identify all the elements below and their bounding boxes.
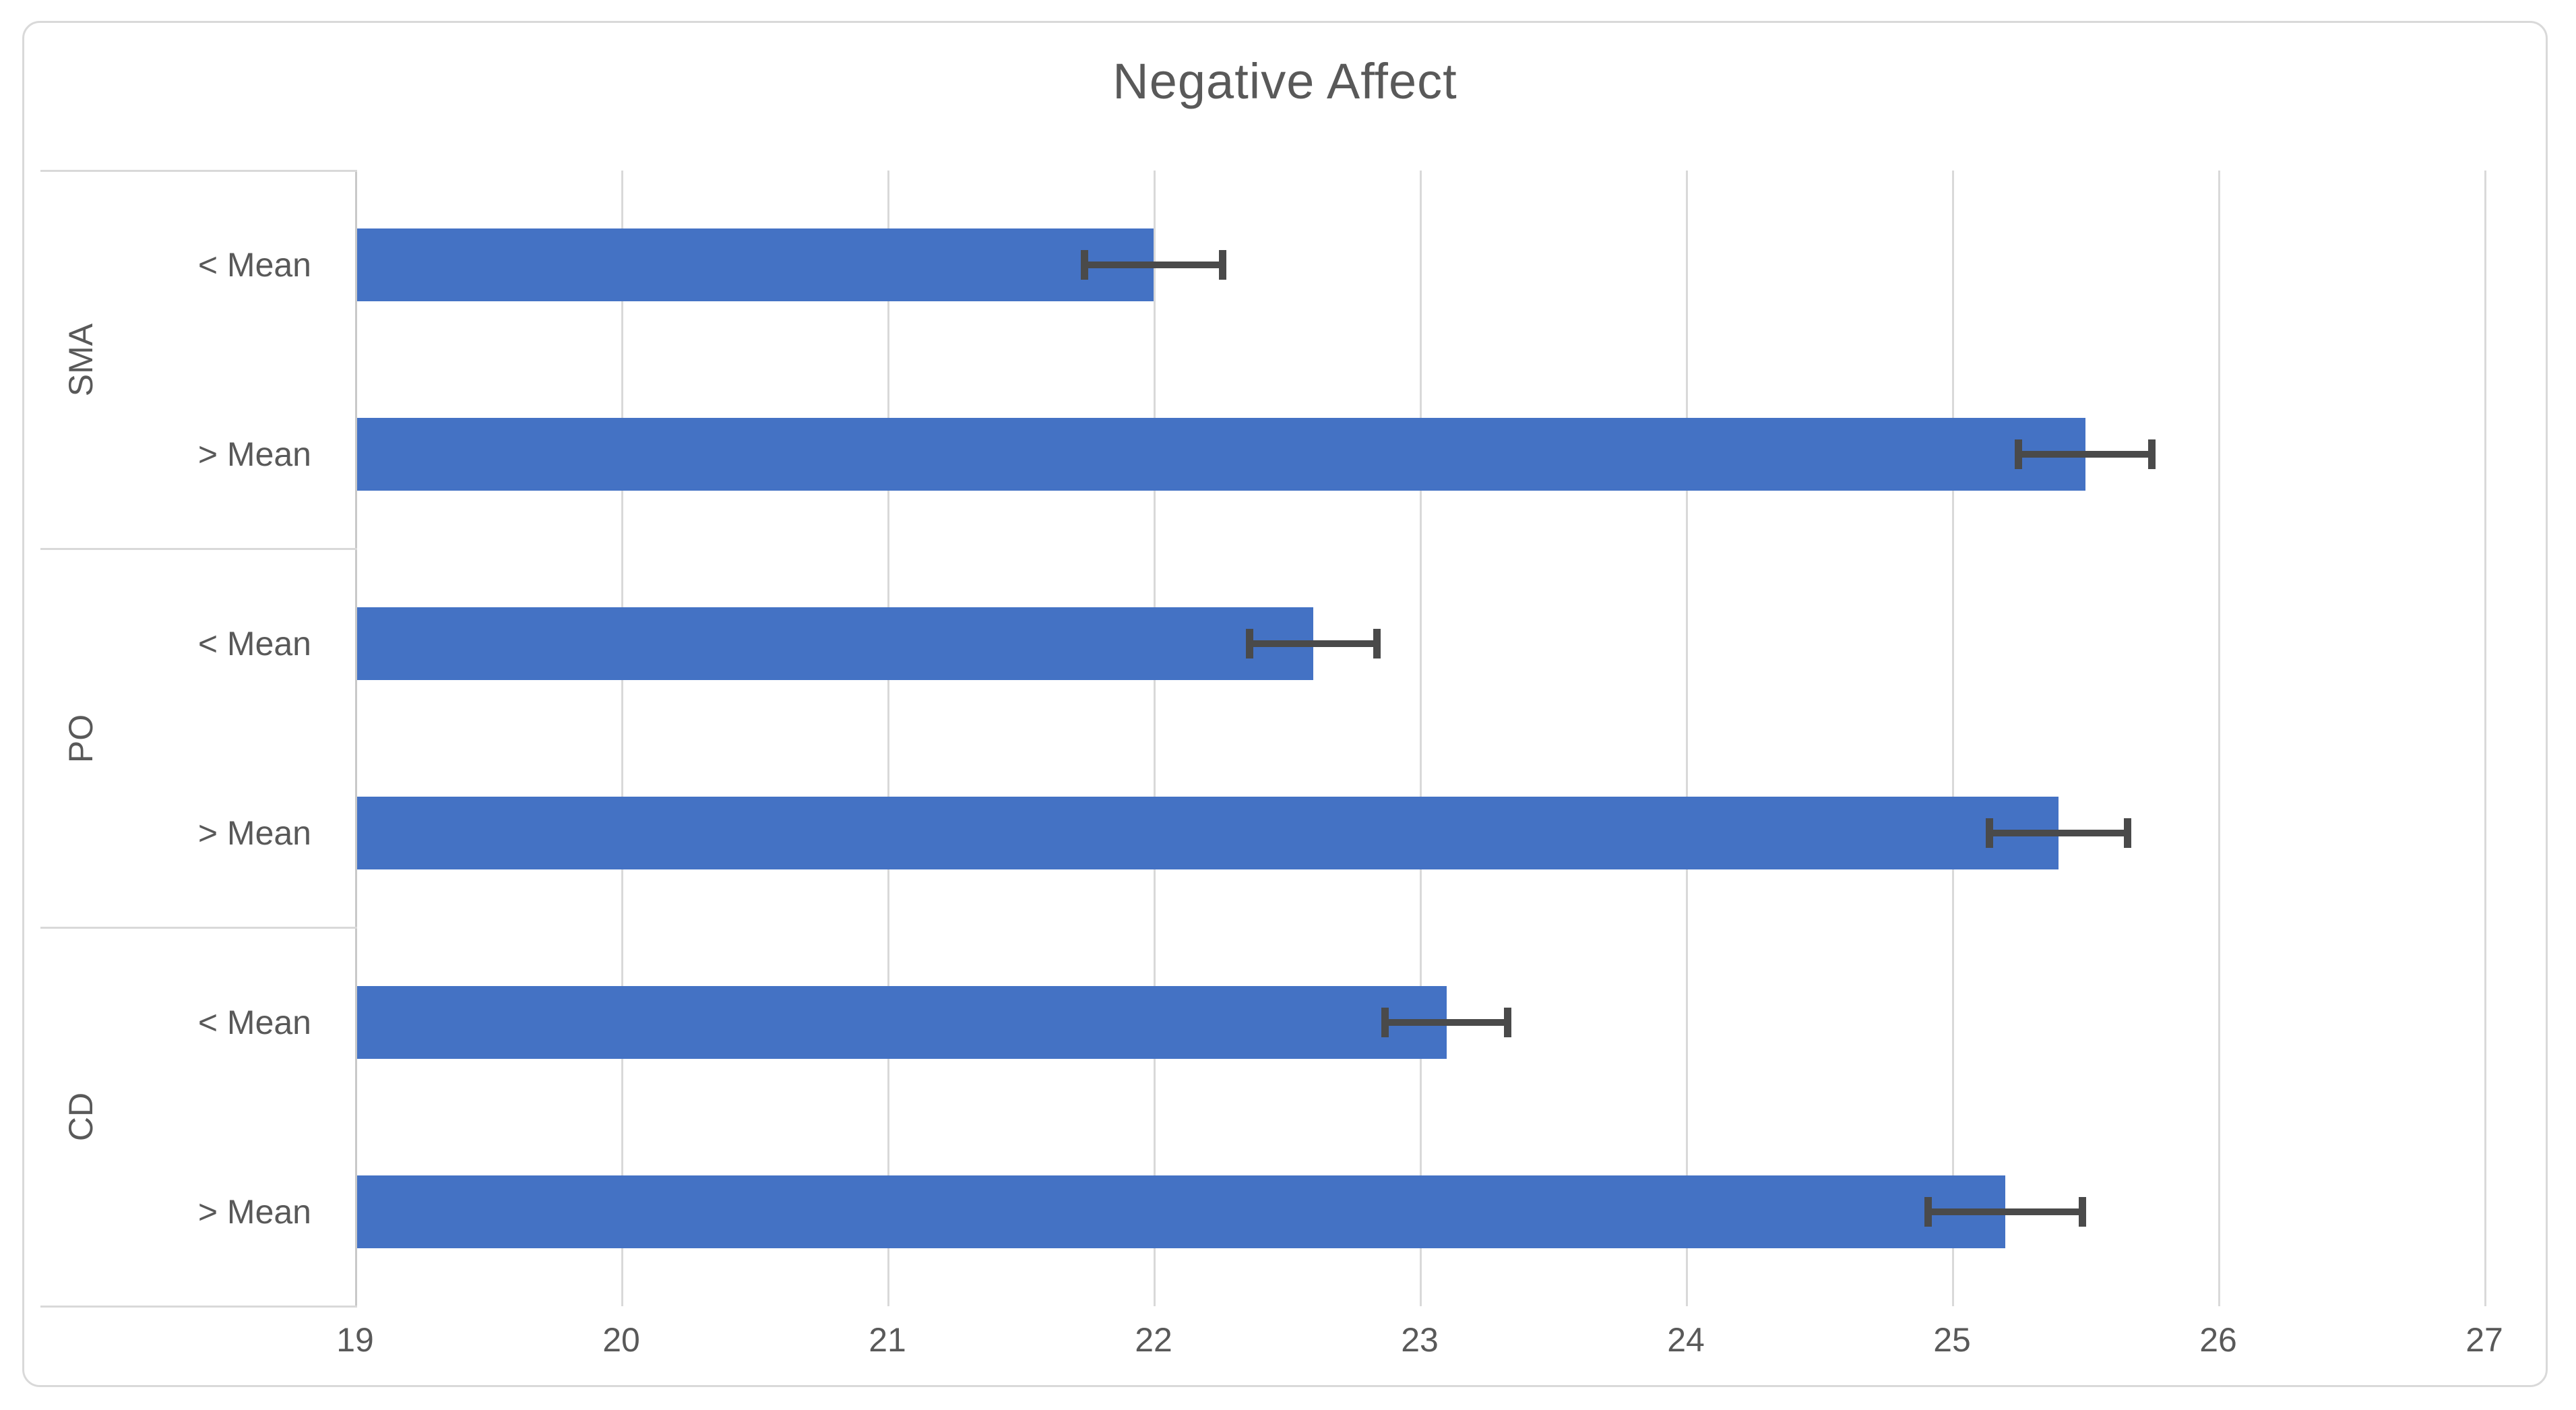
error-bar-line-sma-lt-mean [1084,262,1222,268]
bar-sma-gt-mean [357,418,2085,491]
bar-cd-lt-mean [357,986,1447,1059]
x-tick-label-27: 27 [2465,1321,2503,1359]
error-bar-cap-right-sma-lt-mean [1219,250,1226,280]
error-bar-cap-right-cd-gt-mean [2079,1197,2086,1227]
x-tick-label-22: 22 [1135,1321,1172,1359]
x-tick-label-19: 19 [336,1321,374,1359]
error-bar-cap-left-sma-gt-mean [2015,439,2022,469]
error-bar-cap-right-po-lt-mean [1373,629,1381,658]
bar-po-gt-mean [357,797,2059,869]
chart-title: Negative Affect [1112,53,1457,109]
group-divider-line [40,548,357,550]
gridline-24 [1686,171,1688,1306]
gridline-22 [1154,171,1156,1306]
error-bar-cap-right-cd-lt-mean [1504,1008,1511,1037]
error-bar-cap-left-po-gt-mean [1986,818,1993,848]
error-bar-cap-left-sma-lt-mean [1081,250,1088,280]
bar-sma-lt-mean [357,228,1154,301]
error-bar-line-cd-gt-mean [1928,1208,2082,1215]
gridline-25 [1952,171,1954,1306]
error-bar-cap-left-cd-gt-mean [1924,1197,1932,1227]
x-tick-label-23: 23 [1401,1321,1439,1359]
bar-po-lt-mean [357,607,1313,680]
category-label-cd-lt-mean: < Mean [197,1004,311,1041]
category-axis-line [355,171,357,1306]
gridline-26 [2218,171,2220,1306]
category-label-po-lt-mean: < Mean [197,625,311,663]
label-box-bottom-line [40,1306,357,1308]
x-tick-label-24: 24 [1667,1321,1705,1359]
error-bar-cap-left-po-lt-mean [1246,629,1253,658]
category-label-po-gt-mean: > Mean [197,814,311,852]
x-tick-label-20: 20 [602,1321,640,1359]
category-label-sma-gt-mean: > Mean [197,435,311,473]
gridline-20 [621,171,623,1306]
x-tick-label-21: 21 [869,1321,906,1359]
error-bar-line-cd-lt-mean [1385,1019,1508,1026]
gridline-27 [2484,171,2486,1306]
error-bar-cap-right-sma-gt-mean [2148,439,2156,469]
error-bar-cap-right-po-gt-mean [2124,818,2131,848]
bar-cd-gt-mean [357,1175,2005,1248]
group-divider-line [40,927,357,929]
category-label-sma-lt-mean: < Mean [197,246,311,284]
x-tick-label-26: 26 [2199,1321,2237,1359]
error-bar-cap-left-cd-lt-mean [1381,1008,1389,1037]
error-bar-line-sma-gt-mean [2019,451,2152,458]
label-box-top-line [40,170,357,172]
category-label-cd-gt-mean: > Mean [197,1193,311,1231]
error-bar-line-po-gt-mean [1989,830,2127,836]
gridline-23 [1420,171,1422,1306]
x-tick-label-25: 25 [1933,1321,1971,1359]
gridline-21 [887,171,889,1306]
error-bar-line-po-lt-mean [1249,640,1377,647]
